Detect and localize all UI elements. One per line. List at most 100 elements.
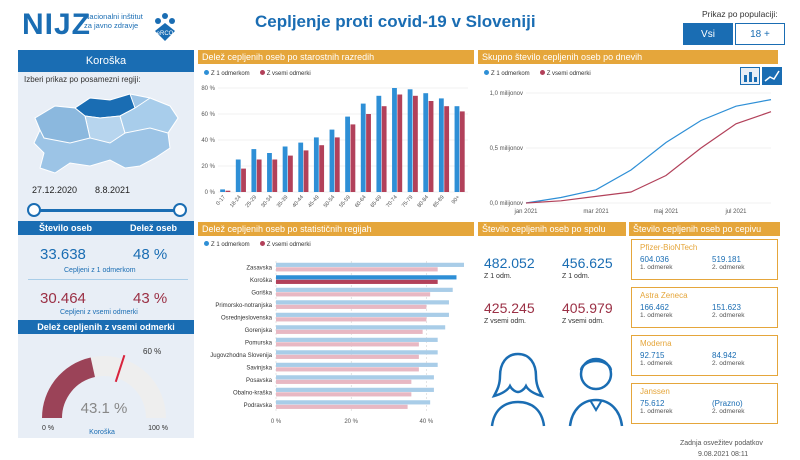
date-range-end-handle[interactable] <box>173 203 187 217</box>
age-bar <box>376 95 382 192</box>
bar-chart-icon <box>744 72 757 82</box>
population-all-button[interactable]: Vsi <box>683 23 733 45</box>
region-bar <box>276 292 431 297</box>
population-adults-button[interactable]: 18 + <box>735 23 785 45</box>
legend-first-dose-swatch <box>484 70 489 75</box>
region-bar <box>276 275 457 280</box>
age-bar <box>350 124 356 192</box>
erco-badge-text: eRCO <box>157 31 174 37</box>
age-bar <box>423 93 429 192</box>
bar-view-button[interactable] <box>740 67 760 85</box>
vaccine-card-janssen[interactable]: Janssen 75.612 (Prazno) 1. odmerek 2. od… <box>631 383 778 424</box>
age-x-tick: 25-29 <box>245 194 259 209</box>
slovenia-map[interactable] <box>30 88 182 178</box>
region-chart-legend: Z 1 odmerkom Z vsemi odmerki <box>204 241 311 248</box>
vaccine-name: Pfizer-BioNTech <box>640 243 698 252</box>
vaccine-dose1-caption: 1. odmerek <box>640 312 673 319</box>
region-y-label: Koroška <box>250 278 273 284</box>
age-x-tick: 40-44 <box>292 194 306 209</box>
region-bar <box>276 325 446 330</box>
region-bar <box>276 317 427 322</box>
region-bar <box>276 267 438 272</box>
age-bar <box>319 145 325 192</box>
region-y-label: Posavska <box>246 378 273 384</box>
female-full-caption: Z vsemi odm. <box>484 318 527 325</box>
age-bar <box>413 95 418 192</box>
region-hint: Izberi prikaz po posamezni regiji: <box>24 75 141 84</box>
last-refresh-value: 9.08.2021 08:11 <box>698 451 749 458</box>
vaccine-dose2-value: (Prazno) <box>712 399 743 408</box>
vaccine-card-pfizer[interactable]: Pfizer-BioNTech 604.036 519.181 1. odmer… <box>631 239 778 280</box>
age-bar <box>288 155 293 192</box>
daily-chart[interactable]: 0,0 milijonov 0,5 milijonov 1,0 milijonov j… <box>478 85 778 220</box>
map-region-gorenjska[interactable] <box>34 105 91 144</box>
age-bar <box>256 159 262 192</box>
map-region-podravska[interactable] <box>119 97 179 134</box>
vaccine-dose2-caption: 2. odmerek <box>712 360 745 367</box>
page-title: Cepljenje proti covid-19 v Sloveniji <box>255 12 536 31</box>
date-range-track[interactable] <box>34 209 181 212</box>
region-bar <box>276 362 438 367</box>
age-y-tick: 0 % <box>205 190 216 196</box>
daily-y-tick: 0,5 milijonov <box>490 146 523 152</box>
region-y-label: Pomurska <box>245 340 273 346</box>
vaccine-dose1-caption: 1. odmerek <box>640 408 673 415</box>
region-chart[interactable]: 0 % 20 % 40 % Zasavska Koroška Goriška Primors… <box>198 255 474 435</box>
vaccine-dose2-caption: 2. odmerek <box>712 264 745 271</box>
vaccine-name: Moderna <box>640 339 672 348</box>
region-bar <box>276 375 434 380</box>
region-bar <box>276 279 438 284</box>
vaccine-card-moderna[interactable]: Moderna 92.715 84.942 1. odmerek 2. odme… <box>631 335 778 376</box>
gauge-min: 0 % <box>42 425 54 432</box>
region-bar <box>276 312 449 317</box>
region-y-label: Primorsko-notranjska <box>215 303 272 309</box>
last-refresh-label: Zadnja osvežitev podatkov <box>680 440 763 447</box>
age-x-tick: 35-39 <box>276 194 290 209</box>
age-bar <box>438 98 444 192</box>
region-y-label: Osrednjeslovenska <box>221 315 273 321</box>
vaccine-dose1-caption: 1. odmerek <box>640 360 673 367</box>
date-range-start-handle[interactable] <box>27 203 41 217</box>
age-bar <box>241 168 246 192</box>
legend-first-dose: Z 1 odmerkom <box>204 241 250 248</box>
age-x-tick: 75-79 <box>401 194 415 209</box>
age-bar <box>454 106 460 192</box>
age-chart[interactable]: 0 % 20 % 40 % 60 % 80 % 0-17 18-24 25-29 30-34 35… <box>198 80 474 220</box>
region-bar <box>276 379 412 384</box>
age-bar <box>272 159 278 192</box>
age-bar <box>397 94 403 192</box>
age-bar <box>313 137 319 192</box>
age-bar <box>329 129 335 192</box>
region-y-label: Gorenjska <box>245 328 273 334</box>
vaccine-header: Število cepljenih oseb po cepivu <box>629 222 780 236</box>
female-first-dose: 482.052 <box>484 255 535 271</box>
age-x-tick: 85-89 <box>432 194 446 209</box>
legend-all-doses: Z vsemi odmerki <box>259 70 311 77</box>
legend-first-dose-swatch <box>204 70 209 75</box>
population-label: Prikaz po populaciji: <box>702 9 778 19</box>
count-header: Število oseb <box>18 221 113 235</box>
vaccine-dose2-value: 84.942 <box>712 351 737 360</box>
daily-series-line <box>525 111 772 204</box>
age-x-tick: 30-34 <box>260 194 274 209</box>
age-bar <box>444 106 450 192</box>
age-bar <box>225 190 231 192</box>
age-x-tick: 90+ <box>451 194 462 205</box>
region-bar <box>276 350 438 355</box>
male-icon <box>568 357 624 427</box>
legend-all-doses-swatch <box>259 241 265 246</box>
vaccine-dose2-value: 519.181 <box>712 255 741 264</box>
age-x-tick: 70-74 <box>385 194 399 209</box>
age-x-tick: 55-59 <box>338 194 352 209</box>
vaccine-card-astra[interactable]: Astra Zeneca 166.462 151.623 1. odmerek … <box>631 287 778 328</box>
legend-first-dose: Z 1 odmerkom <box>484 70 530 77</box>
first-dose-count: 33.638 <box>40 246 86 263</box>
age-chart-legend: Z 1 odmerkom Z vsemi odmerki <box>204 70 311 77</box>
female-icon <box>490 352 546 427</box>
line-view-button[interactable] <box>762 67 782 85</box>
age-bar <box>267 153 272 192</box>
age-x-tick: 18-24 <box>229 194 243 209</box>
gauge-max: 100 % <box>148 425 168 432</box>
region-bar <box>276 300 449 305</box>
female-first-caption: Z 1 odm. <box>484 273 512 280</box>
